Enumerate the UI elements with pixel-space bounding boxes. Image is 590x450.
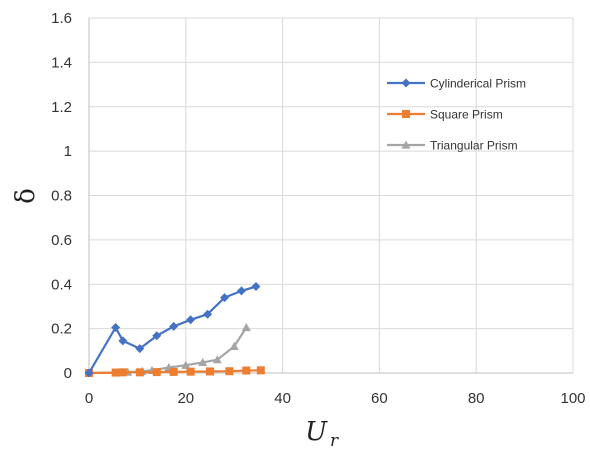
x-tick-label: 100: [560, 390, 585, 407]
x-tick-label: 80: [468, 390, 485, 407]
legend-item: Cylinderical Prism: [387, 77, 526, 91]
y-tick-label: 0.8: [51, 188, 72, 205]
data-point: [242, 366, 251, 375]
x-tick-label: 60: [371, 390, 388, 407]
y-axis-title: δ: [11, 188, 41, 204]
data-point: [236, 286, 246, 296]
data-point: [186, 367, 195, 376]
data-point: [152, 331, 162, 341]
legend-marker: [401, 78, 411, 88]
data-point: [169, 367, 178, 376]
y-tick-label: 1: [64, 143, 72, 160]
data-point: [135, 344, 145, 354]
x-axis-title-subscript: r: [330, 431, 339, 450]
data-point: [229, 341, 239, 350]
legend-label: Triangular Prism: [430, 139, 518, 153]
data-point: [198, 357, 208, 366]
y-tick-label: 1.4: [51, 54, 72, 71]
data-point: [251, 281, 261, 291]
data-point: [256, 366, 265, 375]
data-point: [241, 323, 251, 332]
series-square-prism: [85, 366, 265, 377]
legend-marker: [401, 140, 411, 149]
legend-marker: [402, 110, 410, 118]
x-tick-label: 40: [274, 390, 291, 407]
y-tick-label: 0.6: [51, 232, 72, 249]
x-tick-label: 20: [177, 390, 194, 407]
legend: Cylinderical Prism Square Prism Triangular…: [387, 77, 526, 153]
x-axis-title: U: [305, 417, 328, 447]
data-point: [220, 293, 230, 303]
data-point: [186, 315, 196, 325]
legend-label: Square Prism: [430, 108, 503, 122]
data-point: [203, 309, 213, 319]
data-point: [111, 368, 120, 377]
y-tick-label: 1.2: [51, 99, 72, 116]
data-point: [111, 323, 121, 333]
data-point: [169, 321, 179, 331]
series-cylinderical-prism: [84, 281, 261, 378]
data-point: [181, 360, 191, 369]
data-point: [212, 355, 222, 364]
plot-area: [84, 281, 265, 378]
legend-item: Triangular Prism: [387, 139, 518, 153]
legend-item: Square Prism: [387, 108, 503, 122]
y-tick-label: 0: [64, 365, 72, 382]
y-tick-label: 1.6: [51, 10, 72, 27]
tick-labels: 0 0.2 0.4 0.6 0.8 1 1.2 1.4 1.6 0 20 40 60 80 100: [51, 10, 585, 407]
x-tick-label: 0: [85, 390, 93, 407]
y-tick-label: 0.4: [51, 276, 72, 293]
legend-label: Cylinderical Prism: [430, 77, 526, 91]
data-point: [118, 368, 127, 377]
data-point: [206, 367, 214, 376]
data-point: [152, 368, 161, 377]
data-point: [225, 367, 234, 376]
y-tick-label: 0.2: [51, 321, 72, 338]
grid: [89, 17, 574, 373]
data-point: [135, 368, 144, 377]
data-point: [118, 336, 128, 346]
data-point: [84, 368, 94, 378]
